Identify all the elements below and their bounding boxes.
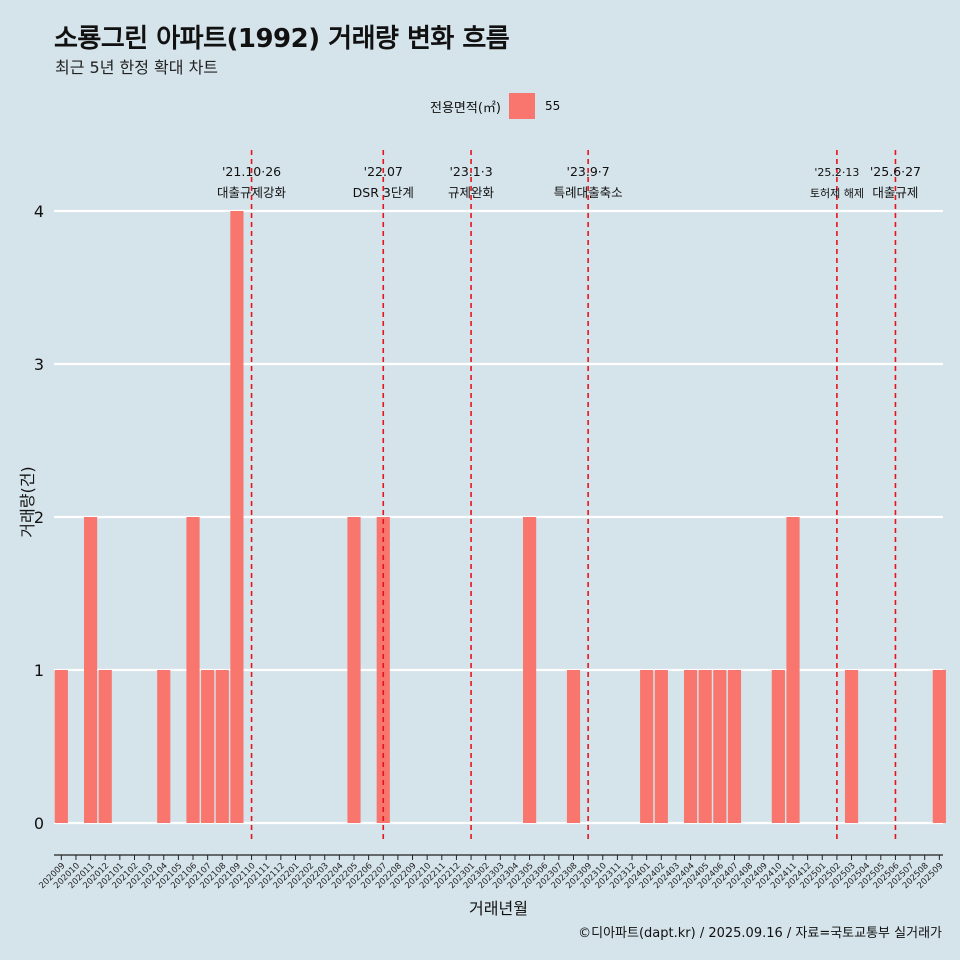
bar bbox=[566, 670, 581, 823]
event-date-label: '23.9·7 bbox=[567, 164, 610, 179]
event-name-label: 대출규제강화 bbox=[217, 185, 287, 200]
legend-key bbox=[508, 93, 535, 119]
bar bbox=[683, 670, 698, 823]
bar bbox=[654, 670, 668, 823]
bar bbox=[98, 670, 112, 823]
legend-label: 55 bbox=[544, 99, 561, 113]
bar bbox=[157, 670, 171, 823]
y-tick-label: 3 bbox=[34, 355, 44, 374]
legend: 전용면적(㎡) 55 bbox=[430, 93, 560, 119]
chart-subtitle: 최근 5년 한정 확대 차트 bbox=[55, 58, 219, 77]
bar bbox=[201, 670, 215, 823]
source-caption: ©디아파트(dapt.kr) / 2025.09.16 / 자료=국토교통부 실… bbox=[578, 926, 942, 941]
bar bbox=[186, 517, 200, 823]
y-axis-title: 거래량(건) bbox=[18, 466, 37, 537]
x-axis-title: 거래년월 bbox=[469, 899, 528, 918]
event-date-label: '22.07 bbox=[364, 164, 403, 179]
event-name-label: 토허제 해제 bbox=[810, 186, 864, 200]
bar bbox=[230, 211, 244, 823]
event-date-label: '23.1·3 bbox=[449, 164, 492, 179]
bar bbox=[698, 670, 712, 823]
bar bbox=[376, 517, 390, 823]
event-name-label: 특례대출축소 bbox=[554, 185, 623, 200]
y-tick-label: 1 bbox=[34, 661, 44, 680]
event-name-label: 규제완화 bbox=[448, 185, 495, 200]
bar bbox=[640, 670, 654, 823]
bar bbox=[347, 517, 361, 823]
y-tick-label: 2 bbox=[34, 508, 44, 527]
event-date-label: '25.6·27 bbox=[870, 164, 921, 179]
bar bbox=[844, 670, 859, 823]
y-tick-label: 0 bbox=[34, 814, 44, 833]
legend-title: 전용면적(㎡) bbox=[430, 100, 501, 116]
bar bbox=[54, 670, 68, 823]
event-date-label: '25.2·13 bbox=[814, 166, 859, 179]
bar bbox=[727, 670, 742, 823]
bar bbox=[771, 670, 785, 823]
bar bbox=[786, 517, 800, 823]
event-name-label: 대출규제 bbox=[872, 185, 918, 200]
bar bbox=[932, 670, 946, 823]
chart-title: 소룡그린 아파트(1992) 거래량 변화 흐름 bbox=[54, 24, 510, 54]
bar bbox=[83, 517, 98, 823]
event-name-label: DSR 3단계 bbox=[353, 185, 414, 200]
bar bbox=[215, 670, 229, 823]
event-date-label: '21.10·26 bbox=[222, 164, 281, 179]
bar bbox=[523, 517, 537, 823]
y-tick-label: 4 bbox=[34, 202, 44, 221]
bar bbox=[713, 670, 727, 823]
